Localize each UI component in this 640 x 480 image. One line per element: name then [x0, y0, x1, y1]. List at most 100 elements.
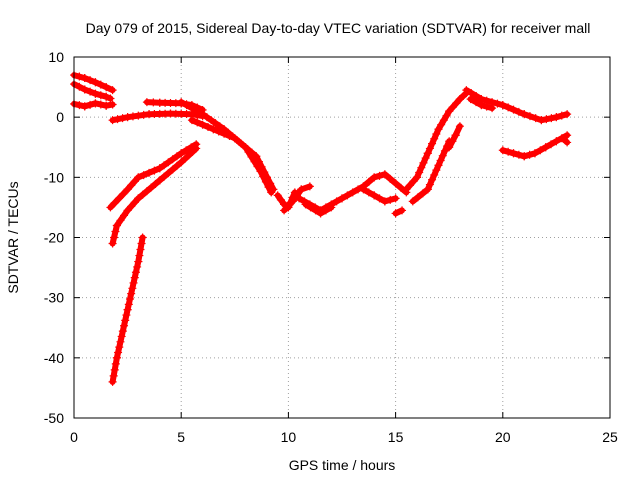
- data-point: [134, 111, 143, 120]
- data-point: [413, 173, 422, 182]
- series-track-19: [445, 122, 464, 152]
- x-tick-label: 5: [177, 429, 185, 445]
- data-point: [80, 85, 89, 94]
- data-point: [109, 371, 118, 380]
- series-track-17: [408, 137, 454, 206]
- series-track-22: [498, 131, 572, 161]
- data-point: [155, 164, 164, 173]
- data-point: [160, 161, 169, 170]
- series-track-12: [280, 182, 314, 215]
- data-point: [439, 116, 448, 125]
- data-point: [413, 193, 422, 202]
- data-point: [193, 118, 202, 127]
- data-point: [102, 101, 111, 110]
- data-point: [364, 177, 373, 186]
- data-point: [405, 181, 414, 190]
- series-track-08: [108, 233, 147, 386]
- data-point: [530, 149, 539, 158]
- data-point: [430, 170, 439, 179]
- data-point: [96, 91, 105, 100]
- data-point: [110, 365, 119, 374]
- data-point: [133, 262, 142, 271]
- data-point: [482, 102, 491, 111]
- data-point: [370, 173, 379, 182]
- data-point: [509, 149, 518, 158]
- y-axis-label: SDTVAR / TECUs: [5, 181, 21, 293]
- data-point: [117, 332, 126, 341]
- y-tick-label: 0: [56, 109, 64, 125]
- data-point: [129, 278, 138, 287]
- series-track-07: [108, 144, 201, 248]
- data-point: [375, 194, 384, 203]
- data-point: [455, 122, 464, 131]
- data-point: [514, 150, 523, 159]
- data-point: [525, 150, 534, 159]
- data-point: [180, 154, 189, 163]
- data-point: [168, 165, 177, 174]
- data-point: [235, 137, 244, 146]
- data-point: [380, 170, 389, 179]
- data-point: [112, 221, 121, 230]
- data-point: [332, 197, 341, 206]
- data-point: [338, 194, 346, 203]
- data-point: [230, 134, 239, 143]
- data-point: [115, 194, 124, 203]
- data-point: [260, 168, 269, 177]
- x-axis-label: GPS time / hours: [289, 457, 396, 473]
- data-point: [448, 103, 457, 112]
- data-point: [520, 110, 529, 119]
- data-point: [151, 179, 160, 188]
- data-point: [108, 116, 117, 125]
- data-point: [120, 211, 129, 220]
- data-point: [172, 152, 181, 161]
- data-point: [288, 197, 297, 206]
- data-point: [111, 227, 120, 236]
- data-point: [269, 185, 278, 194]
- series-track-18: [391, 206, 407, 218]
- data-point: [428, 175, 437, 184]
- data-point: [127, 202, 136, 211]
- data-point: [116, 337, 125, 346]
- data-point: [177, 149, 186, 158]
- data-point: [419, 158, 428, 167]
- data-point: [182, 101, 191, 110]
- data-point: [563, 131, 572, 140]
- data-point: [86, 76, 95, 85]
- data-point: [108, 100, 117, 109]
- data-point: [493, 99, 502, 108]
- series-track-10: [187, 116, 278, 194]
- data-point: [108, 239, 117, 248]
- tick-labels: 0 5 10 15 20 25 10 0 -10 -20 -30 -40 -50: [44, 49, 618, 445]
- data-point: [442, 111, 451, 120]
- series-track-15: [359, 185, 400, 206]
- data-point: [177, 98, 186, 107]
- data-point: [321, 206, 330, 215]
- data-point: [425, 144, 434, 153]
- data-point: [451, 131, 460, 140]
- data-point: [214, 127, 223, 136]
- data-point: [415, 168, 424, 177]
- data-point: [408, 197, 417, 206]
- data-point: [552, 113, 561, 122]
- data-point: [254, 157, 263, 166]
- data-point: [102, 92, 111, 101]
- data-point: [75, 82, 84, 91]
- data-point: [80, 102, 89, 111]
- data-point: [202, 113, 211, 122]
- data-point: [187, 104, 196, 113]
- data-point: [537, 116, 546, 125]
- data-point: [391, 194, 400, 203]
- data-point: [225, 131, 234, 140]
- y-tick-label: -30: [44, 290, 64, 306]
- data-point: [119, 189, 128, 198]
- data-point: [432, 166, 441, 175]
- data-point: [134, 194, 143, 203]
- data-point: [386, 195, 395, 204]
- data-point: [142, 187, 151, 196]
- data-point: [86, 100, 95, 109]
- data-point: [359, 185, 368, 194]
- data-point: [160, 172, 169, 181]
- data-point: [198, 110, 207, 119]
- data-point: [509, 105, 518, 114]
- data-point: [445, 107, 454, 116]
